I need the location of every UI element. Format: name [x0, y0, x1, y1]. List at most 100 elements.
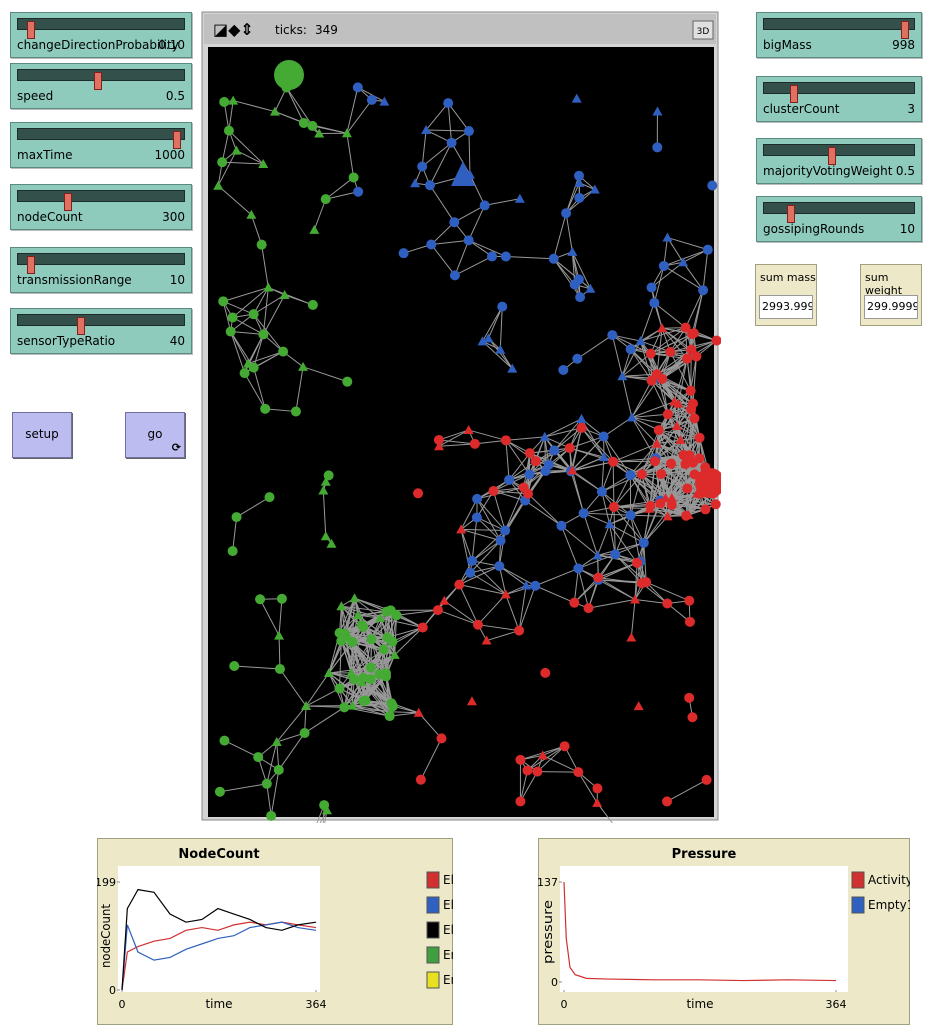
node [500, 435, 511, 446]
edge [553, 213, 567, 259]
node [225, 326, 236, 337]
node [223, 125, 234, 136]
edge [598, 577, 642, 584]
edge [656, 439, 681, 445]
slider-knob[interactable] [827, 147, 836, 165]
slider[interactable]: bigMass 998 [756, 12, 922, 58]
node [213, 180, 224, 190]
slider[interactable]: speed 0.5 [10, 63, 192, 109]
edge [223, 300, 254, 315]
edge [232, 317, 264, 335]
edge [313, 198, 327, 231]
monitor: sum mass 2993.99999 [755, 264, 817, 326]
edge [437, 584, 460, 611]
node [632, 557, 643, 568]
slider-knob[interactable] [93, 72, 102, 90]
x-axis-label: time [686, 997, 713, 1011]
edge [228, 100, 234, 131]
slider-knob[interactable] [901, 21, 909, 39]
monitor-label: sum weight [865, 271, 903, 297]
slider-knob[interactable] [77, 317, 86, 335]
forever-icon: ⟳ [171, 441, 181, 454]
legend-label: Empty1 [868, 898, 910, 912]
edge [447, 103, 453, 143]
edge [429, 184, 455, 223]
slider[interactable]: sensorTypeRatio 40 [10, 308, 192, 354]
edge [613, 473, 643, 508]
edge [458, 584, 479, 625]
edge [253, 294, 285, 315]
edge [597, 524, 611, 556]
edge [505, 255, 554, 260]
world [208, 47, 714, 817]
node [685, 385, 696, 396]
slider[interactable]: changeDirectionProbability 0.10 [10, 12, 192, 58]
node [558, 364, 569, 375]
slider[interactable]: majorityVotingWeight 0.5 [756, 138, 922, 184]
node [261, 778, 272, 789]
edge [468, 131, 471, 175]
slider-knob[interactable] [63, 193, 72, 211]
edge [658, 429, 684, 456]
edge [278, 635, 281, 669]
slider[interactable]: clusterCount 3 [756, 76, 922, 122]
view-controls[interactable]: ◪◆⇕ [213, 20, 254, 39]
node [309, 224, 320, 234]
edge [223, 287, 269, 302]
edge [253, 334, 264, 368]
edge [560, 525, 579, 569]
node [630, 594, 641, 604]
edge [631, 417, 658, 445]
slider-knob[interactable] [173, 131, 182, 149]
node [382, 632, 393, 643]
edge [253, 313, 284, 352]
slider-value: 0.5 [895, 164, 915, 178]
edge [598, 562, 638, 579]
edge [621, 376, 633, 418]
edge [438, 439, 475, 445]
slider-knob[interactable] [27, 256, 36, 274]
node [217, 157, 228, 168]
button[interactable]: go ⟳ [125, 412, 185, 458]
button[interactable]: setup [12, 412, 72, 458]
node [556, 520, 567, 531]
node [537, 750, 548, 760]
node [559, 741, 570, 752]
node [540, 667, 551, 678]
node [436, 733, 447, 744]
edge [341, 605, 372, 640]
node [626, 412, 637, 422]
edge [217, 185, 252, 216]
edge [641, 443, 658, 475]
slider[interactable]: transmissionRange 10 [10, 247, 192, 293]
edge [569, 436, 604, 449]
network [213, 60, 721, 823]
edge [346, 133, 355, 178]
node [424, 180, 435, 191]
node [687, 712, 698, 723]
slider[interactable]: nodeCount 300 [10, 184, 192, 230]
edge [394, 627, 424, 656]
node [625, 344, 636, 355]
node [604, 519, 615, 529]
slider-knob[interactable] [790, 85, 798, 103]
legend-swatch [426, 971, 440, 989]
edge [261, 244, 269, 288]
slider-track [763, 202, 915, 223]
edge [583, 513, 599, 556]
3d-button[interactable] [692, 20, 714, 40]
slider-knob[interactable] [787, 205, 795, 223]
slider[interactable]: gossipingRounds 10 [756, 196, 922, 242]
edge [232, 517, 238, 552]
slider[interactable]: maxTime 1000 [10, 122, 192, 168]
slider-label: gossipingRounds [763, 222, 865, 236]
edge [351, 667, 372, 706]
edge [571, 427, 583, 471]
node [228, 95, 239, 105]
x-tick-label: 0 [561, 998, 568, 1011]
edge [253, 367, 266, 409]
slider-knob[interactable] [27, 21, 36, 39]
edge [425, 102, 449, 131]
node [680, 322, 691, 333]
edge [612, 461, 642, 475]
